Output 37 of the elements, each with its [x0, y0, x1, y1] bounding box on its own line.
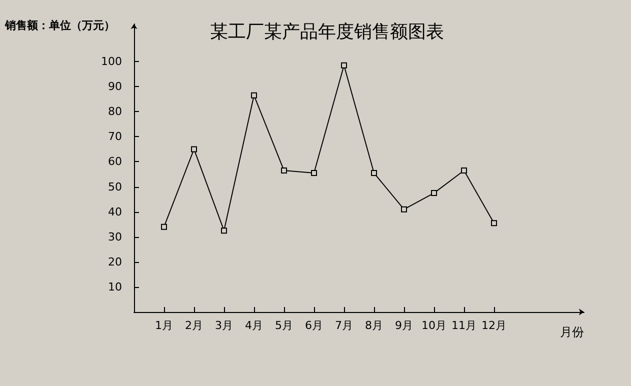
x-tick-label: 6月	[305, 319, 323, 332]
x-tick-label: 4月	[245, 319, 263, 332]
point	[341, 62, 347, 68]
y-tick-label: 60	[108, 155, 122, 168]
point	[461, 168, 467, 174]
point	[191, 146, 197, 152]
x-tick-label: 12月	[482, 319, 506, 332]
x-tick-label: 1月	[155, 319, 173, 332]
y-axis-title: 销售额：单位（万元）	[4, 19, 115, 32]
point	[371, 170, 377, 176]
point	[281, 168, 287, 174]
y-tick-label: 100	[101, 55, 122, 68]
y-tick-label: 40	[108, 205, 122, 218]
x-tick-label: 9月	[395, 319, 413, 332]
x-axis-title: 月份	[560, 325, 584, 339]
y-tick-label: 20	[108, 255, 122, 268]
y-tick-label: 30	[108, 230, 122, 244]
point	[401, 206, 407, 212]
y-tick-label: 50	[108, 180, 122, 194]
x-tick-label: 11月	[452, 319, 476, 332]
x-tick-label: 5月	[275, 319, 293, 332]
point	[491, 220, 497, 226]
x-tick-label: 10月	[422, 319, 446, 332]
x-tick-label: 2月	[185, 319, 203, 332]
point	[431, 190, 437, 196]
y-tick-label: 10	[108, 280, 122, 294]
point	[221, 228, 227, 234]
point	[161, 224, 167, 230]
x-tick-label: 7月	[335, 319, 353, 332]
point	[251, 92, 257, 98]
y-tick-label: 70	[108, 130, 122, 144]
point	[311, 170, 317, 176]
x-tick-label: 8月	[365, 319, 383, 332]
chart-title: 某工厂某产品年度销售额图表	[210, 22, 444, 42]
y-tick-label: 90	[108, 80, 122, 94]
x-tick-label: 3月	[215, 319, 233, 332]
y-tick-label: 80	[108, 105, 122, 118]
